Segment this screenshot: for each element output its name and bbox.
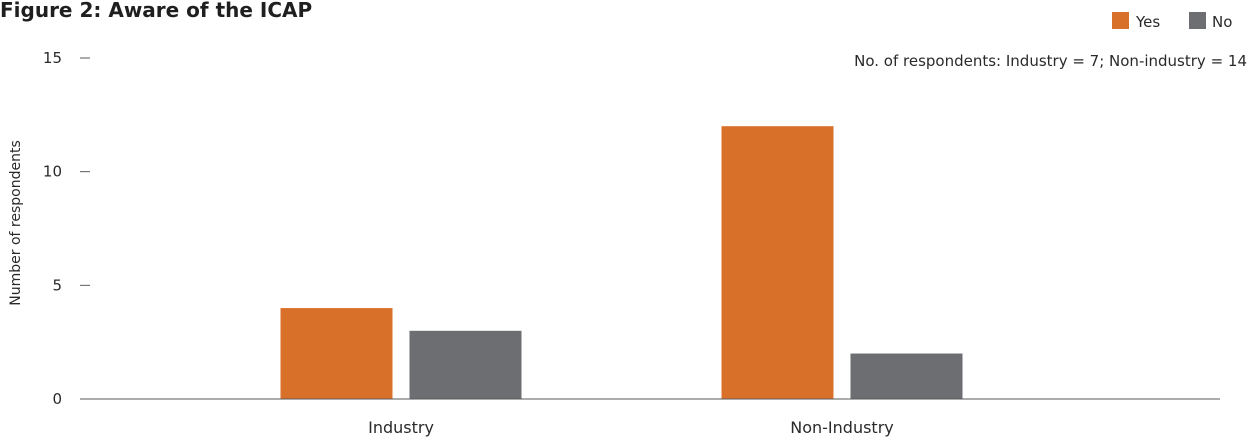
legend-swatch-no — [1189, 12, 1206, 29]
x-tick-label: Non-Industry — [790, 418, 893, 437]
legend: Yes No — [1112, 12, 1232, 31]
bar-non-industry-no — [850, 353, 963, 399]
y-axis-label: Number of respondents — [8, 140, 24, 305]
y-tick-label: 0 — [52, 390, 62, 408]
bar-non-industry-yes — [721, 126, 834, 399]
y-axis: 0 5 10 15 — [43, 49, 90, 408]
y-tick-label: 15 — [43, 49, 62, 67]
legend-label-no: No — [1212, 13, 1232, 31]
legend-label-yes: Yes — [1135, 13, 1160, 31]
bars — [280, 126, 963, 399]
legend-swatch-yes — [1112, 12, 1129, 29]
y-tick-label: 5 — [52, 276, 62, 294]
x-tick-label: Industry — [368, 418, 434, 437]
x-axis: Industry Non-Industry — [368, 418, 894, 437]
bar-industry-yes — [280, 308, 393, 399]
y-tick-label: 10 — [43, 163, 62, 181]
chart-title: Figure 2: Aware of the ICAP — [0, 0, 312, 22]
respondents-note: No. of respondents: Industry = 7; Non-in… — [854, 52, 1247, 70]
bar-industry-no — [409, 330, 522, 399]
